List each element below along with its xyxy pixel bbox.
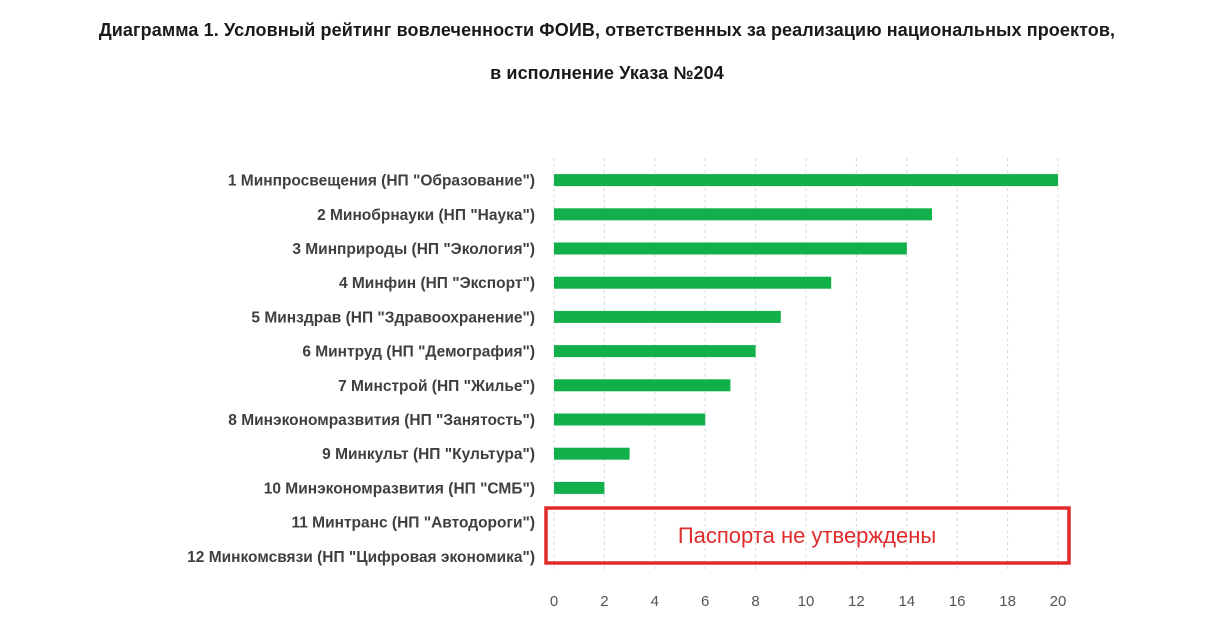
x-tick-label: 8 bbox=[751, 593, 759, 610]
category-label: 1 Минпросвещения (НП "Образование") bbox=[228, 173, 535, 190]
bar bbox=[554, 208, 932, 221]
bar bbox=[554, 174, 1058, 187]
bar bbox=[554, 447, 630, 460]
category-labels: 1 Минпросвещения (НП "Образование") 2 Мин… bbox=[187, 173, 535, 566]
x-tick-label: 6 bbox=[701, 593, 709, 610]
x-tick-label: 12 bbox=[848, 593, 865, 610]
category-label: 7 Минстрой (НП "Жилье") bbox=[338, 378, 535, 395]
x-tick-label: 16 bbox=[949, 593, 966, 610]
annotation-frame bbox=[544, 506, 1071, 565]
x-tick-label: 14 bbox=[898, 593, 915, 610]
bar bbox=[554, 413, 706, 426]
category-label: 9 Минкульт (НП "Культура") bbox=[322, 446, 535, 463]
category-label: 11 Минтранс (НП "Автодороги") bbox=[291, 515, 535, 532]
annotation-box: Паспорта не утверждены bbox=[544, 506, 1071, 565]
bar bbox=[554, 276, 832, 289]
x-axis-ticks: 0 2 4 6 8 10 12 14 16 18 20 bbox=[550, 593, 1067, 610]
category-label: 5 Минздрав (НП "Здравоохранение") bbox=[251, 309, 535, 326]
bar bbox=[554, 379, 731, 392]
gridlines bbox=[553, 158, 1059, 572]
bar bbox=[554, 481, 605, 494]
category-label: 3 Минприроды (НП "Экология") bbox=[292, 241, 535, 258]
x-tick-label: 4 bbox=[651, 593, 659, 610]
bar bbox=[554, 310, 781, 323]
bar bbox=[554, 345, 756, 358]
category-label: 8 Минэкономразвития (НП "Занятость") bbox=[228, 412, 535, 429]
category-label: 12 Минкомсвязи (НП "Цифровая экономика") bbox=[187, 549, 535, 566]
x-tick-label: 0 bbox=[550, 593, 558, 610]
bar bbox=[554, 242, 907, 255]
chart-subtitle: в исполнение Указа №204 bbox=[490, 63, 724, 83]
chart-title: Диаграмма 1. Условный рейтинг вовлеченно… bbox=[98, 20, 1116, 40]
category-label: 4 Минфин (НП "Экспорт") bbox=[339, 275, 535, 292]
x-tick-label: 20 bbox=[1050, 593, 1067, 610]
x-tick-label: 2 bbox=[600, 593, 608, 610]
category-label: 10 Минэкономразвития (НП "СМБ") bbox=[264, 480, 535, 497]
x-tick-label: 18 bbox=[999, 593, 1016, 610]
category-label: 6 Минтруд (НП "Демография") bbox=[302, 344, 535, 361]
annotation-text: Паспорта не утверждены bbox=[678, 523, 936, 548]
x-tick-label: 10 bbox=[798, 593, 815, 610]
bars bbox=[554, 174, 1058, 494]
category-label: 2 Минобрнауки (НП "Наука") bbox=[317, 207, 535, 224]
